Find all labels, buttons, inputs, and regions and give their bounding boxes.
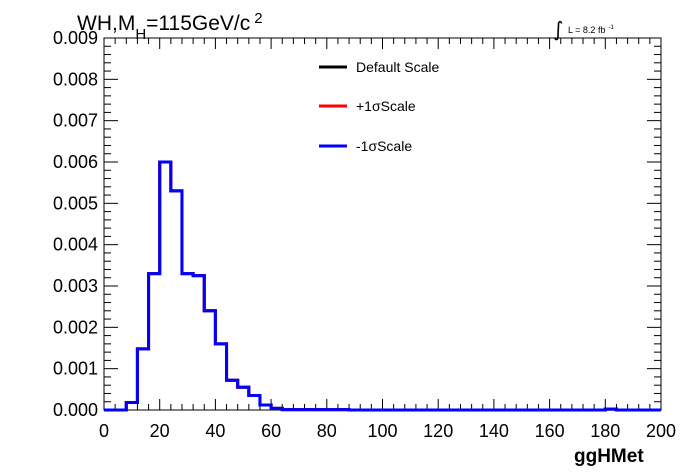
x-tick-label: 180	[590, 421, 620, 441]
legend-label-default: Default Scale	[356, 59, 439, 75]
y-tick-label: 0.003	[53, 276, 98, 296]
y-tick-label: 0.001	[53, 359, 98, 379]
y-tick-label: 0.005	[53, 193, 98, 213]
y-tick-label: 0.004	[53, 235, 98, 255]
x-axis-title: ggHMet	[574, 446, 644, 467]
title-main: WH,M	[77, 12, 135, 35]
y-tick-label: 0.002	[53, 317, 98, 337]
integral-symbol: ∫	[553, 17, 563, 41]
y-tick-label: 0.000	[53, 400, 98, 420]
legend-label-minus1sigma: -1σScale	[356, 138, 412, 154]
y-tick-label: 0.009	[53, 28, 98, 48]
series-minus1sigma-scale	[104, 160, 661, 412]
x-tick-label: 80	[317, 421, 337, 441]
x-tick-label: 120	[423, 421, 453, 441]
y-tick-label: 0.007	[53, 111, 98, 131]
title-subscript: H	[135, 26, 146, 43]
legend: Default Scale +1σScale -1σScale	[319, 59, 439, 154]
series-group	[104, 160, 661, 412]
y-tick-label: 0.006	[53, 152, 98, 172]
chart-title: WH,MH=115GeV/c 2	[77, 10, 263, 43]
x-tick-label: 160	[535, 421, 565, 441]
x-tick-label: 40	[205, 421, 225, 441]
y-tick-label: 0.008	[53, 69, 98, 89]
lumi-label: L = 8.2 fb -1	[568, 25, 614, 35]
x-tick-label: 60	[261, 421, 281, 441]
x-tick-label: 140	[479, 421, 509, 441]
x-tick-label: 100	[367, 421, 397, 441]
x-tick-label: 0	[99, 421, 109, 441]
lumi-text: L = 8.2 fb	[568, 25, 605, 35]
lumi-superscript: -1	[608, 25, 614, 31]
x-axis: 0 20 40 60 80 100 120 140 160 180 200	[99, 38, 676, 441]
x-tick-label: 20	[150, 421, 170, 441]
title-superscript: 2	[254, 10, 262, 27]
legend-label-plus1sigma: +1σScale	[356, 98, 416, 114]
y-axis: 0.000 0.001 0.002 0.003 0.004 0.005 0.006 0.007…	[53, 28, 661, 420]
title-rest: =115GeV/c	[146, 12, 250, 35]
x-tick-label: 200	[646, 421, 676, 441]
